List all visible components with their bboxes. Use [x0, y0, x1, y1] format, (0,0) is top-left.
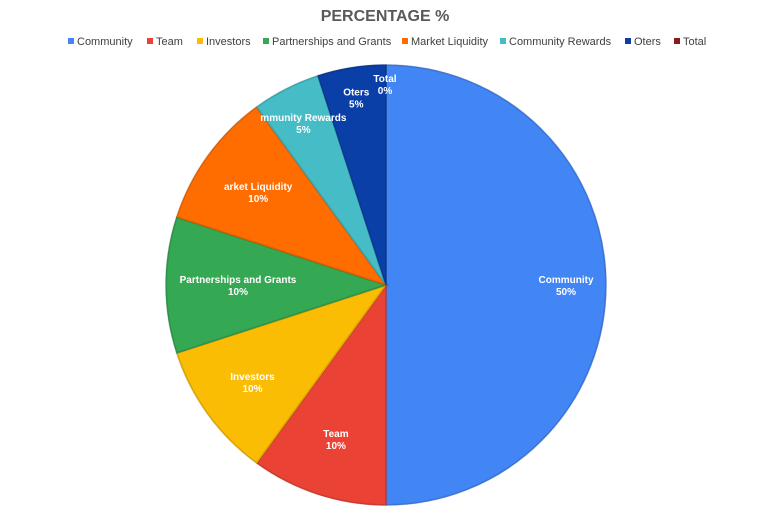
legend-item-community-rewards: Community Rewards	[500, 36, 612, 48]
pie-slices	[165, 63, 607, 507]
pie-slice-border	[255, 281, 387, 507]
legend-item-team: Team	[147, 36, 183, 48]
pie-slice-investors	[176, 284, 388, 464]
legend-label: Partnerships and Grants	[272, 36, 392, 48]
legend-swatch	[500, 38, 506, 44]
legend-label: Community Rewards	[509, 36, 612, 48]
pie-slice-border	[316, 63, 387, 286]
slice-label-value: 10%	[243, 384, 263, 395]
legend-label: Market Liquidity	[411, 36, 489, 48]
legend-label: Investors	[206, 36, 251, 48]
legend-item-oters: Oters	[625, 36, 661, 48]
legend-label: Total	[683, 36, 706, 48]
legend-item-partnerships-and-grants: Partnerships and Grants	[263, 36, 392, 48]
slice-label-value: 5%	[349, 99, 364, 110]
slice-label-name: Total	[373, 74, 396, 85]
slice-label-name: mmunity Rewards	[260, 113, 347, 124]
pie-slice-border	[175, 283, 389, 465]
slice-label-value: 10%	[248, 194, 268, 205]
pie-slice-community	[385, 64, 607, 506]
slice-label-value: 0%	[378, 86, 393, 97]
legend-item-total: Total	[674, 36, 706, 48]
slice-label-name: Community	[539, 275, 594, 286]
legend-swatch	[147, 38, 153, 44]
legend-label: Team	[156, 36, 183, 48]
pie-slice-border	[385, 63, 607, 507]
slice-label-name: Investors	[230, 372, 275, 383]
slice-label-name: arket Liquidity	[224, 182, 293, 193]
pie-slice-oters	[317, 64, 387, 286]
legend-swatch	[263, 38, 269, 44]
pie-slice-team	[255, 283, 387, 506]
chart-legend: Community Team Investors Partnerships and G…	[68, 36, 706, 48]
pie-slice-market-liquidity	[176, 106, 388, 286]
slice-label-value: 10%	[228, 287, 248, 298]
slice-label-name: Partnerships and Grants	[180, 275, 297, 286]
legend-swatch	[68, 38, 74, 44]
pie-slice-border	[175, 105, 389, 287]
pie-slice-partnerships-and-grants	[165, 216, 388, 354]
slice-label-name: Team	[323, 429, 348, 440]
legend-item-investors: Investors	[197, 36, 251, 48]
legend-swatch	[402, 38, 408, 44]
legend-item-community: Community	[68, 36, 133, 48]
slice-label-value: 50%	[556, 287, 576, 298]
legend-label: Community	[77, 36, 133, 48]
slice-label-name: Oters	[343, 87, 370, 98]
legend-swatch	[625, 38, 631, 44]
slice-labels: Community50%Team10%Investors10%Partnersh…	[180, 74, 594, 452]
pie-slice-border	[165, 215, 390, 355]
legend-item-market-liquidity: Market Liquidity	[402, 36, 489, 48]
slice-label-value: 10%	[326, 441, 346, 452]
chart-title: PERCENTAGE %	[321, 8, 450, 25]
legend-label: Oters	[634, 36, 661, 48]
slice-label-value: 5%	[296, 125, 311, 136]
legend-swatch	[197, 38, 203, 44]
legend-swatch	[674, 38, 680, 44]
